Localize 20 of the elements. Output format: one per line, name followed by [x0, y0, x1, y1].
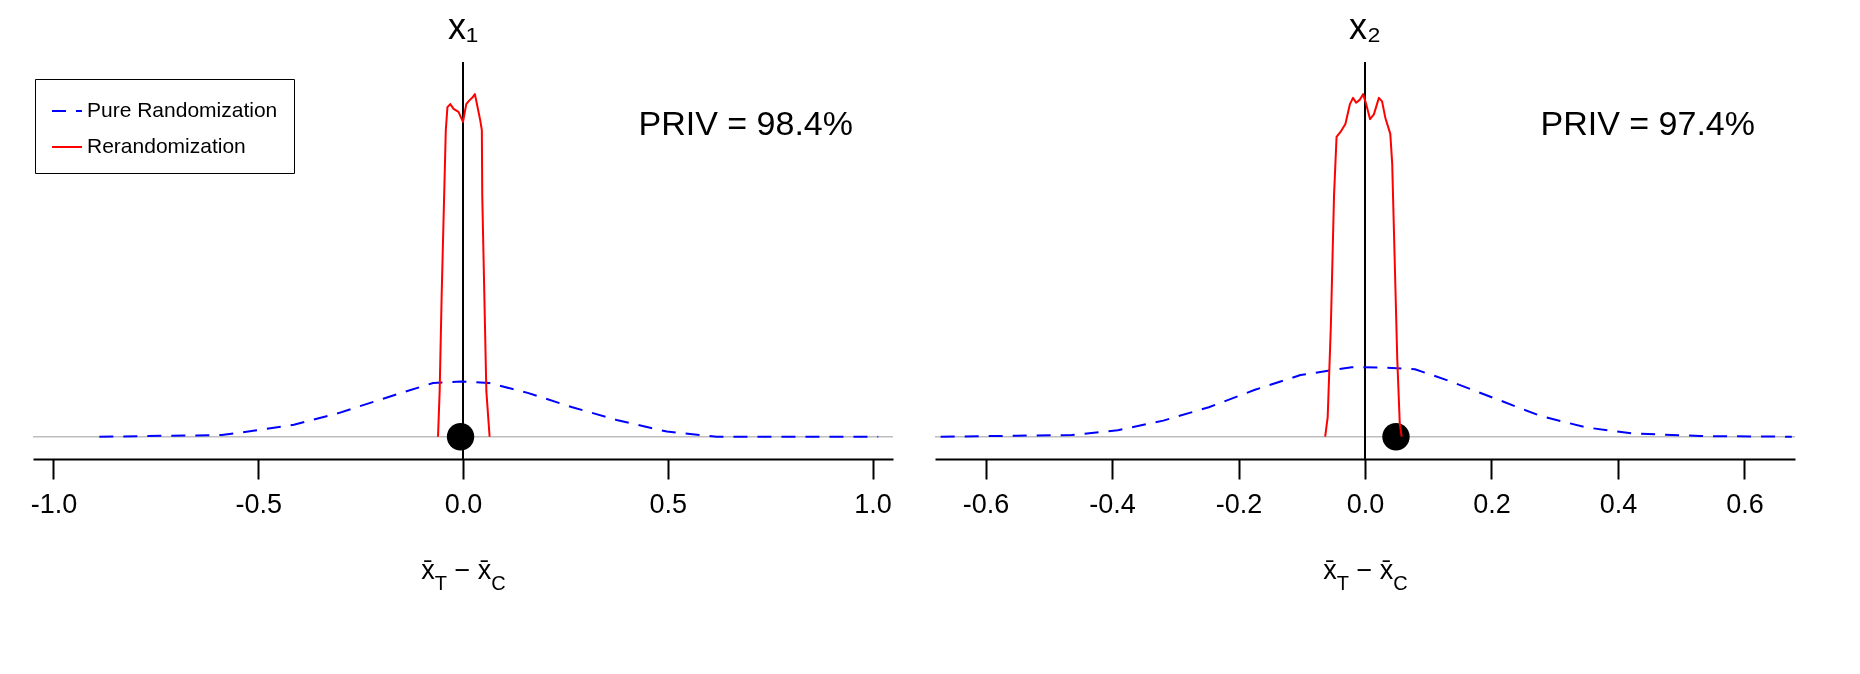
chart-title: x₂: [1349, 6, 1381, 47]
x-tick-label: 1.0: [854, 488, 892, 519]
x-tick-label: -0.2: [1215, 488, 1263, 519]
annotation: PRIV = 98.4%: [638, 104, 853, 142]
x-axis-title: x̄$_{T}$ − x̄$_{C}$: [1323, 554, 1408, 594]
x-axis-title: x̄$_{T}$ − x̄$_{C}$: [421, 554, 506, 594]
x-tick-label: 0.6: [1726, 488, 1764, 519]
chart-title: x₁: [447, 6, 479, 47]
legend-label: Rerandomization: [87, 134, 246, 157]
x-tick-label: -0.5: [235, 488, 282, 519]
x-tick-label: -0.4: [1089, 488, 1136, 519]
x-tick-label: 0.4: [1599, 488, 1638, 519]
x-tick-label: 0.0: [1346, 488, 1385, 519]
annotation: PRIV = 97.4%: [1540, 104, 1755, 142]
x-tick-label: 0.2: [1473, 488, 1511, 519]
x-tick-label: -1.0: [30, 488, 78, 519]
x-tick-label: -0.6: [962, 488, 1010, 519]
x-tick-label: 0.0: [444, 488, 483, 519]
x-tick-label: 0.5: [649, 488, 688, 519]
legend-label: Pure Randomization: [87, 98, 278, 121]
